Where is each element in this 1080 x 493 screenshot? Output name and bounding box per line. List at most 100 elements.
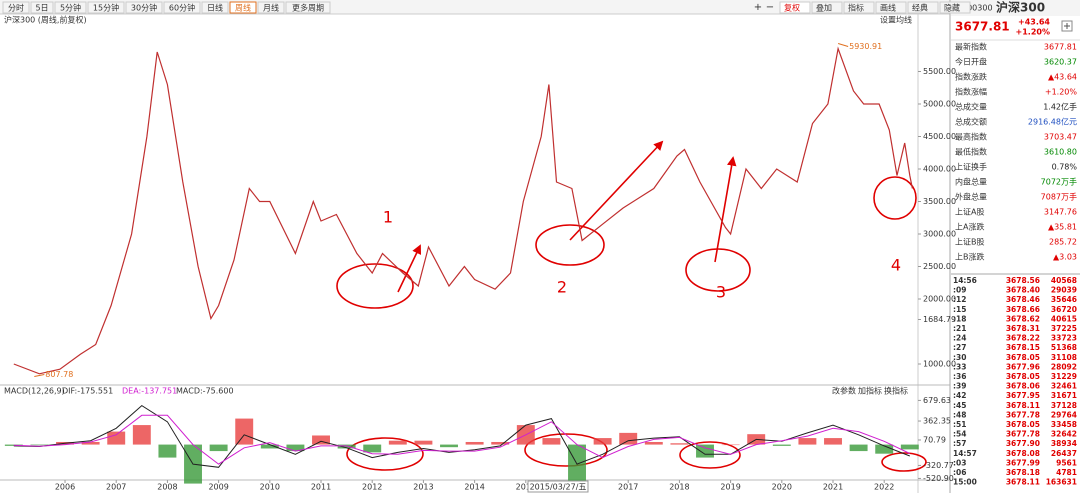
tick-volume: 31108: [1051, 353, 1077, 362]
y-tick-label: 5500.00: [923, 67, 956, 76]
y-tick-label: 362.35: [923, 417, 951, 426]
period-button[interactable]: [30, 1, 54, 14]
indicator-tool[interactable]: 换指标: [884, 386, 908, 396]
tool-button[interactable]: [843, 1, 875, 14]
x-tick-label: 2019: [720, 483, 740, 492]
x-tick-label: 2022: [874, 483, 894, 492]
tool-button[interactable]: [779, 1, 811, 14]
tick-price: 3677.95: [1006, 391, 1040, 400]
period-button[interactable]: [125, 1, 163, 14]
y-tick-label: 2000.00: [923, 294, 956, 303]
indicator-tool[interactable]: 加指标: [858, 386, 882, 396]
period-button[interactable]: [87, 1, 125, 14]
annotation-number: 3: [716, 283, 726, 302]
tick-volume: 35646: [1051, 295, 1077, 304]
tick-price: 3677.96: [1006, 362, 1040, 371]
x-tick-label: 2015: [516, 483, 536, 492]
quote-value: 3147.76: [1044, 208, 1077, 217]
period-button[interactable]: [54, 1, 87, 14]
tool-button[interactable]: [811, 1, 843, 14]
x-tick-label: 2014: [464, 483, 484, 492]
chart-title: 沪深300 (周线,前复权): [4, 15, 87, 25]
period-label: 分时: [8, 3, 24, 13]
macd-bar: [644, 441, 663, 445]
zoom-in[interactable]: +: [754, 2, 762, 13]
tick-price: 3678.46: [1006, 295, 1040, 304]
y-tick-label: -520.90: [923, 474, 954, 483]
period-label: 30分钟: [131, 3, 157, 13]
macd-bar: [593, 438, 612, 445]
circle: [346, 437, 424, 471]
tick-price: 3678.56: [1006, 276, 1040, 285]
macd-bar: [491, 441, 510, 445]
y-tick-label: 4000.00: [923, 164, 956, 173]
y-tick-label: 4500.00: [923, 132, 956, 141]
tick-time: :21: [953, 324, 966, 333]
macd-bar: [132, 425, 151, 445]
y-tick-label: 679.63: [923, 396, 951, 405]
quote-label: 上证A股: [955, 208, 984, 217]
macd-bar: [81, 441, 100, 445]
quote-value: 0.78%: [1052, 163, 1078, 172]
quote-value: ▲35.81: [1048, 223, 1077, 232]
zoom-out[interactable]: −: [766, 2, 774, 13]
macd-bar: [542, 438, 561, 445]
tick-price: 3677.99: [1006, 458, 1040, 467]
tick-time: 14:57: [953, 449, 977, 458]
x-tick-label: 2012: [362, 483, 382, 492]
period-label: 月线: [263, 3, 279, 13]
x-tick-label: 2018: [669, 483, 689, 492]
tool-button[interactable]: [875, 1, 907, 14]
tick-time: :42: [953, 391, 966, 400]
tool-button[interactable]: [939, 1, 971, 14]
period-button[interactable]: [285, 1, 331, 14]
tick-volume: 33723: [1051, 334, 1077, 343]
quote-value: 3677.81: [1044, 43, 1077, 52]
tick-price: 3677.78: [1006, 430, 1040, 439]
tick-volume: 40615: [1051, 314, 1077, 323]
period-button[interactable]: [163, 1, 201, 14]
tick-volume: 163631: [1046, 478, 1077, 487]
tool-label: 指标: [848, 3, 864, 13]
cursor-date: 2015/03/27/五: [530, 483, 587, 492]
tick-volume: 29764: [1051, 410, 1077, 419]
macd-bar: [772, 444, 791, 446]
macd-legend: DIF:-175.551: [62, 387, 113, 396]
indicator-tool[interactable]: 改参数: [832, 386, 856, 396]
tick-volume: 40568: [1051, 276, 1077, 285]
period-button[interactable]: [229, 1, 257, 14]
y-tick-label: 70.79: [923, 435, 946, 444]
tick-time: :54: [953, 430, 966, 439]
tool-label: 画线: [880, 3, 896, 13]
period-button[interactable]: [201, 1, 229, 14]
high-marker: [837, 42, 849, 47]
quote-value: 7087万手: [1041, 192, 1077, 202]
cursor-date-box: [527, 480, 589, 493]
tick-price: 3678.05: [1006, 420, 1040, 429]
circle: [881, 452, 927, 472]
x-tick-label: 2007: [106, 483, 126, 492]
add-watch-icon: [1064, 23, 1070, 29]
quote-label: 指数涨幅: [955, 87, 987, 97]
quote-price: 3677.81: [955, 20, 1010, 34]
circle: [336, 263, 414, 309]
quote-name: 沪深300: [996, 0, 1045, 15]
annotation-number: 2: [557, 278, 567, 297]
tick-time: :09: [953, 286, 966, 295]
x-tick-label: 2020: [772, 483, 792, 492]
tick-volume: 36720: [1051, 305, 1077, 314]
tick-time: :33: [953, 362, 966, 371]
quote-value: ▲3.03: [1053, 253, 1077, 262]
period-button[interactable]: [257, 1, 285, 14]
arrow: [397, 244, 422, 293]
tick-time: :27: [953, 343, 966, 352]
tool-button[interactable]: [907, 1, 939, 14]
ma-settings[interactable]: 设置均线: [880, 15, 912, 25]
arrow: [714, 156, 737, 263]
period-button[interactable]: [2, 1, 30, 14]
y-tick-label: -320.77: [923, 461, 954, 470]
macd-bar: [363, 444, 382, 453]
quote-label: 上B涨跌: [955, 252, 985, 262]
